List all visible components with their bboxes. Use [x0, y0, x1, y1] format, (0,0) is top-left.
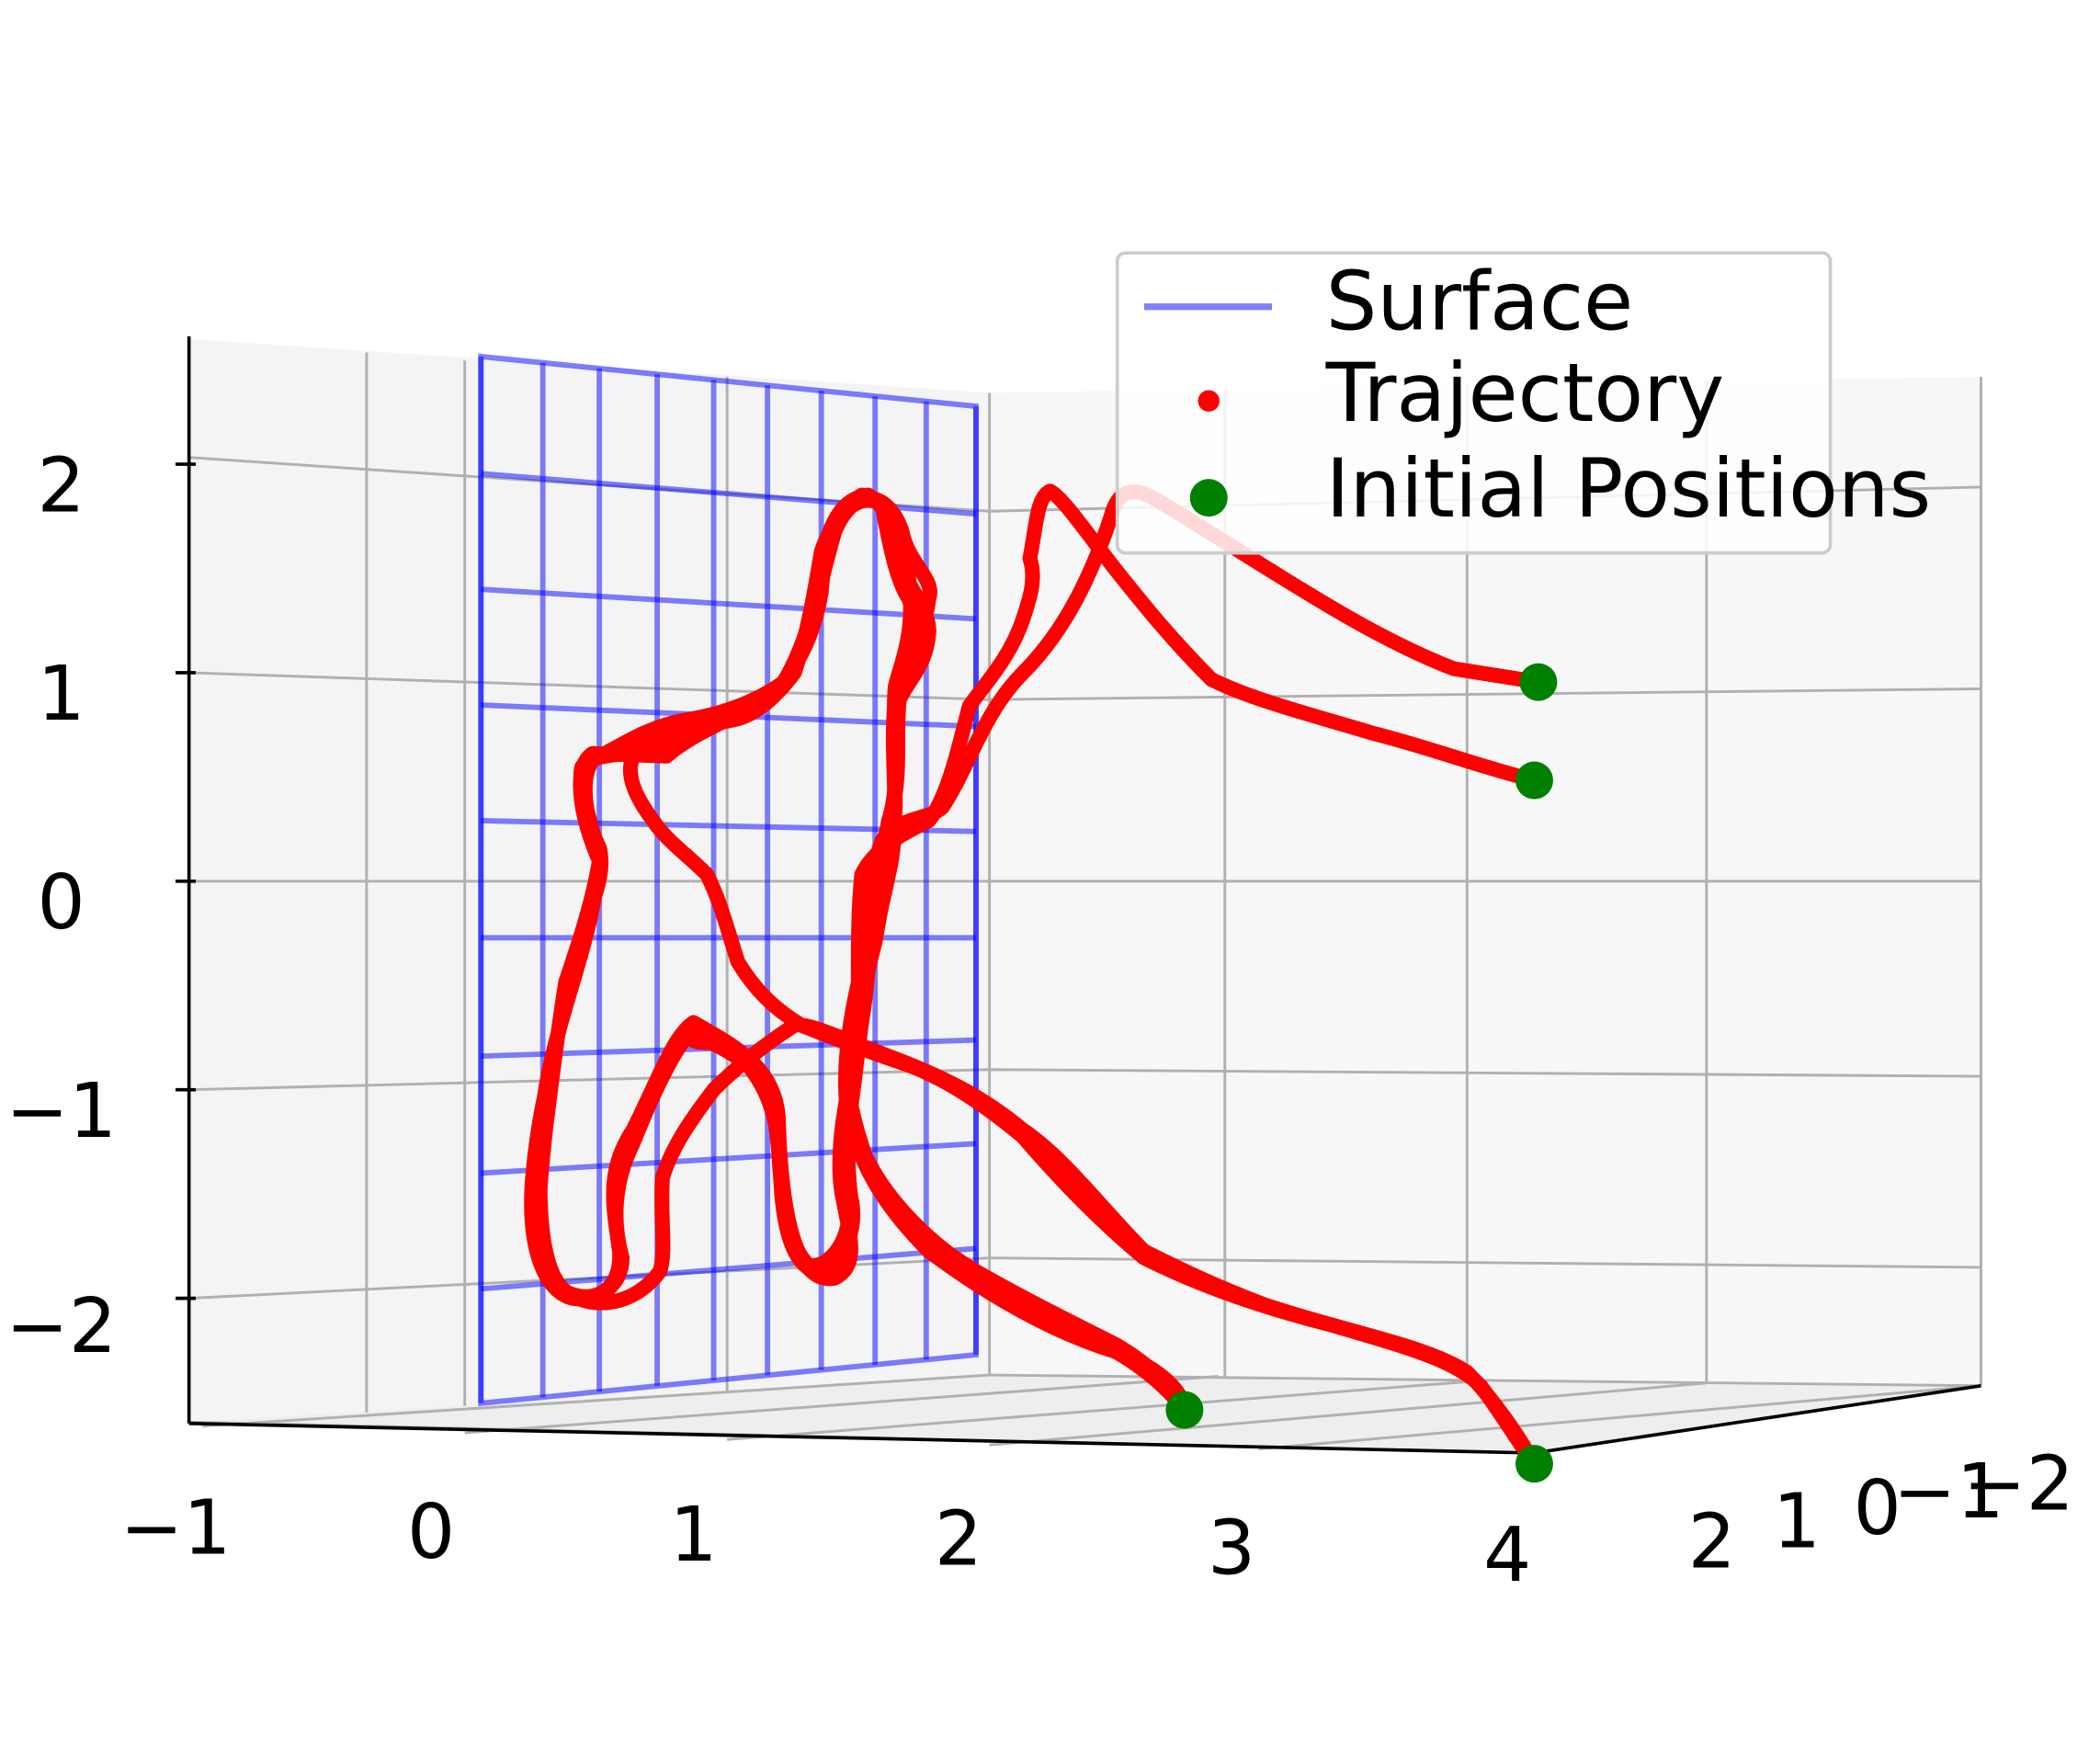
- x-tick-label: 4: [1483, 1512, 1531, 1599]
- z-tick-label: 1: [37, 651, 85, 738]
- z-tick-label: 0: [37, 859, 85, 947]
- initial-position-dot: [1165, 1391, 1204, 1429]
- x-tick-label: −1: [120, 1485, 232, 1573]
- legend-initial-swatch: [1189, 479, 1228, 517]
- surface-line: [481, 1141, 977, 1176]
- legend-box: [1115, 251, 1833, 555]
- grid-line-floor: [727, 1380, 1468, 1441]
- y-tick-label: −2: [1963, 1440, 2074, 1528]
- initial-position-dot: [1519, 663, 1558, 701]
- grid-line-floor: [464, 1375, 1219, 1435]
- surface-line: [481, 586, 977, 622]
- initial-position-dot: [1515, 1445, 1553, 1483]
- trajectories: [524, 483, 1546, 1471]
- initial-positions: [1165, 663, 1558, 1483]
- z-tick-label: 2: [37, 442, 85, 529]
- grid-line-floor: [202, 1373, 990, 1428]
- axis-ticks: [176, 462, 196, 1300]
- y-tick-label: −1: [1893, 1448, 2004, 1536]
- legend-label-surface: Surface: [1326, 255, 1634, 349]
- grid-line-floor: [989, 1381, 1707, 1447]
- legend-label-initial: Initial Positions: [1326, 441, 1932, 536]
- grid-line-floor: [1258, 1384, 1981, 1451]
- x-tick-label: 2: [935, 1495, 982, 1583]
- legend-trajectory-swatch: [1198, 390, 1220, 412]
- x-tick-label: 3: [1208, 1505, 1255, 1593]
- tick-labels: 210−1−2−1 0 1 2 3 4 2 1 0−1−2: [6, 442, 2074, 1599]
- z-tick-label: −2: [6, 1283, 117, 1370]
- floor-pane: [188, 1375, 1981, 1453]
- z-tick-label: −1: [6, 1068, 117, 1155]
- y-tick-label: 0: [1854, 1465, 1901, 1552]
- y-tick-label: 2: [1688, 1498, 1736, 1585]
- legend-label-trajectory: Trajectory: [1325, 346, 1725, 440]
- x-tick-label: 1: [670, 1492, 718, 1579]
- x-tick-label: 0: [407, 1489, 455, 1576]
- initial-position-dot: [1515, 761, 1553, 800]
- legend: Surface Trajectory Initial Positions: [1115, 251, 1932, 555]
- y-tick-label: 1: [1773, 1478, 1821, 1565]
- trajectory-4: [622, 487, 1542, 1471]
